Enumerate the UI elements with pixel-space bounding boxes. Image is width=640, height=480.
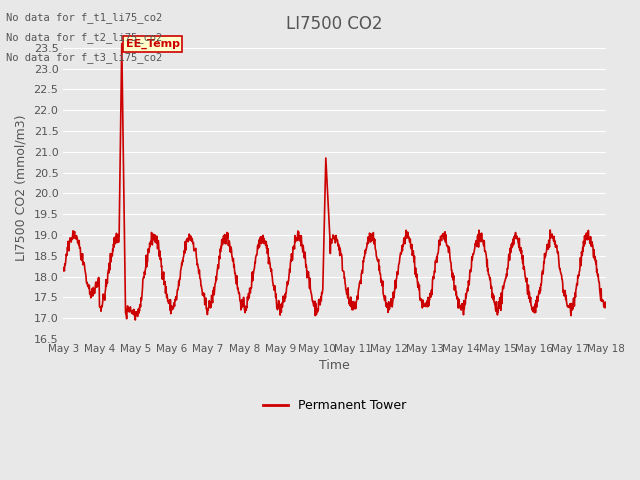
Legend: Permanent Tower: Permanent Tower	[258, 394, 412, 417]
X-axis label: Time: Time	[319, 360, 350, 372]
Text: No data for f_t2_li75_co2: No data for f_t2_li75_co2	[6, 32, 163, 43]
Text: No data for f_t3_li75_co2: No data for f_t3_li75_co2	[6, 52, 163, 63]
Y-axis label: LI7500 CO2 (mmol/m3): LI7500 CO2 (mmol/m3)	[15, 115, 28, 262]
Title: LI7500 CO2: LI7500 CO2	[287, 15, 383, 33]
Text: EE_Temp: EE_Temp	[125, 39, 180, 49]
Text: No data for f_t1_li75_co2: No data for f_t1_li75_co2	[6, 12, 163, 23]
